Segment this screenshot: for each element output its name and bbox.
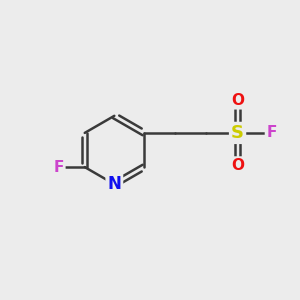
Text: O: O bbox=[231, 93, 244, 108]
Text: N: N bbox=[107, 175, 121, 193]
Text: O: O bbox=[231, 158, 244, 173]
Text: F: F bbox=[53, 160, 64, 175]
Text: S: S bbox=[231, 124, 244, 142]
Text: F: F bbox=[267, 125, 277, 140]
